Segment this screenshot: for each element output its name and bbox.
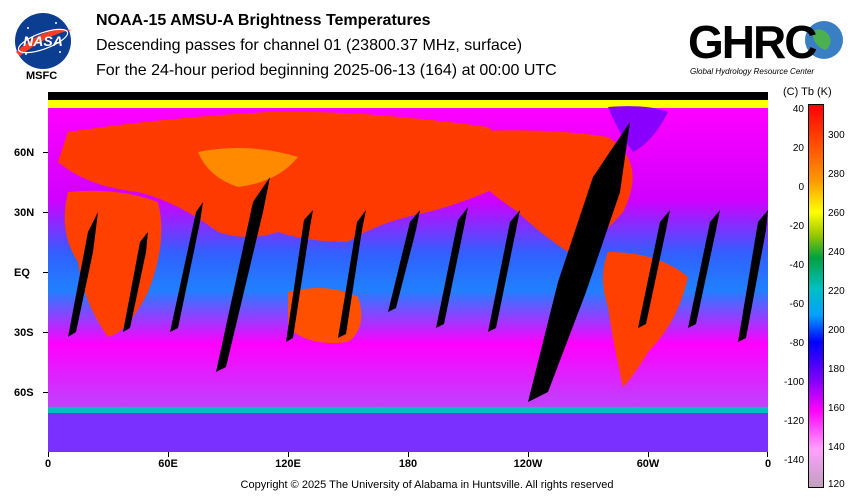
ghrc-logo: GHRC Global Hydrology Resource Center: [688, 16, 843, 76]
copyright-notice: Copyright © 2025 The University of Alaba…: [240, 479, 614, 491]
nasa-logo: NASA: [15, 13, 72, 69]
ghrc-wordmark: GHRC: [688, 16, 816, 68]
page-subtitle: Descending passes for channel 01 (23800.…: [96, 37, 523, 54]
eurasia-land: [58, 111, 511, 242]
colorbar: [808, 104, 824, 488]
lon-label: 0: [44, 458, 52, 470]
lon-label: 120W: [513, 458, 543, 470]
ghrc-subtitle: Global Hydrology Resource Center: [690, 67, 814, 76]
brightness-temperature-map: [48, 92, 768, 452]
kelvin-tick: 200: [828, 325, 845, 336]
kelvin-tick: 160: [828, 403, 845, 414]
lat-label: 60S: [14, 387, 34, 399]
celsius-tick: -120: [783, 416, 804, 427]
swath-gaps: [68, 122, 768, 402]
celsius-tick: -20: [789, 221, 804, 232]
kelvin-tick: 280: [828, 169, 845, 180]
kelvin-tick: 220: [828, 286, 845, 297]
kelvin-tick: 240: [828, 247, 845, 258]
celsius-tick: -60: [789, 299, 804, 310]
kelvin-tick: 260: [828, 208, 845, 219]
lat-label: EQ: [14, 267, 30, 279]
kelvin-tick: 180: [828, 364, 845, 375]
celsius-tick: 20: [792, 143, 804, 154]
lon-label: 120E: [275, 458, 301, 470]
celsius-tick: -80: [789, 338, 804, 349]
lon-label: 60W: [636, 458, 660, 470]
colorbar-units-label: (C) Tb (K): [783, 86, 832, 98]
kelvin-tick: 140: [828, 442, 845, 453]
celsius-tick: -40: [789, 260, 804, 271]
kelvin-tick: 120: [828, 479, 845, 490]
lon-label: 60E: [158, 458, 178, 470]
lat-label: 30N: [14, 207, 35, 219]
celsius-tick: -100: [783, 377, 804, 388]
africa-land: [64, 190, 162, 337]
msfc-label: MSFC: [26, 70, 58, 82]
lat-label: 60N: [14, 147, 35, 159]
nasa-wordmark: NASA: [23, 33, 63, 49]
lon-label: 180: [398, 458, 418, 470]
page-title: NOAA-15 AMSU-A Brightness Temperatures: [96, 12, 431, 29]
period-text: For the 24-hour period beginning 2025-06…: [96, 62, 557, 79]
celsius-tick: 40: [792, 104, 804, 115]
lon-label: 0: [764, 458, 772, 470]
kelvin-tick: 300: [828, 130, 845, 141]
celsius-tick: -140: [783, 455, 804, 466]
lat-label: 30S: [14, 327, 34, 339]
celsius-tick: 0: [798, 182, 804, 193]
